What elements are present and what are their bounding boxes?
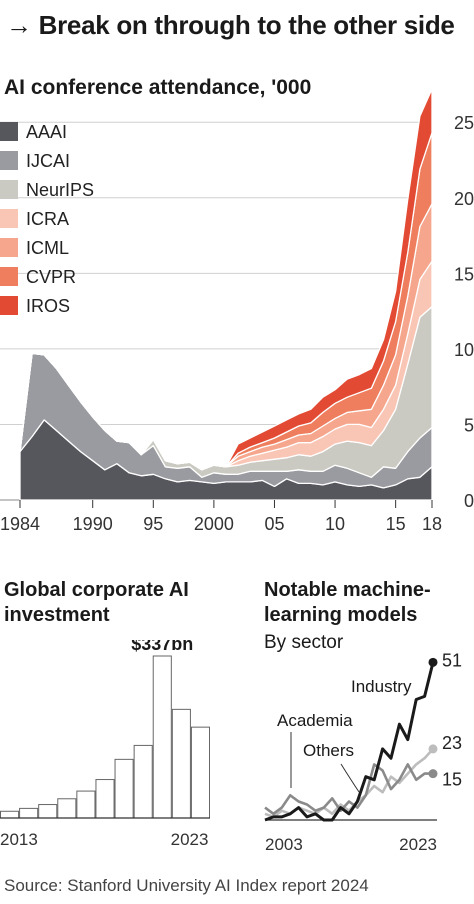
bar-2016 (57, 798, 77, 819)
series-label-others: Others (303, 741, 354, 760)
bar-2020 (133, 744, 153, 819)
legend-swatch-aaai (0, 122, 18, 141)
end-label-others: 23 (442, 733, 462, 753)
bar-2023 (190, 726, 210, 819)
series-label-academia: Academia (277, 711, 353, 730)
x-tick-label: 18 (422, 514, 442, 534)
bar-2017 (76, 790, 96, 819)
models-chart: 23 15 51 Industry Academia Others 2003 2023 (264, 650, 462, 854)
bar-2021 (152, 655, 172, 819)
y-tick-label: 20 (454, 189, 474, 209)
attendance-chart-title: AI conference attendance, '000 (4, 76, 312, 99)
bar-2019 (114, 758, 134, 819)
models-chart-subtitle: By sector (264, 632, 344, 653)
leader-line-others (340, 763, 360, 793)
legend-label-neurips: NeurIPS (26, 180, 94, 200)
x-tick-label: 2023 (171, 830, 209, 849)
end-point-others (428, 744, 438, 754)
x-tick-label: 10 (325, 514, 345, 534)
x-tick-label: 15 (386, 514, 406, 534)
headline: → Break on through to the other side (6, 10, 455, 40)
end-label-academia: 15 (442, 770, 462, 790)
bar-2018 (95, 779, 115, 819)
legend-swatch-iros (0, 296, 18, 315)
legend-swatch-ijcai (0, 151, 18, 170)
bar-2022 (171, 708, 191, 819)
y-tick-label: 10 (454, 340, 474, 360)
y-tick-label: 15 (454, 264, 474, 284)
line-series-industry (264, 662, 435, 822)
area-series-iros (19, 88, 433, 471)
legend-label-icml: ICML (26, 238, 69, 258)
end-point-industry (428, 657, 438, 667)
bar-2013 (0, 810, 20, 819)
bar-2015 (38, 804, 58, 819)
end-label-industry: 51 (442, 650, 462, 670)
y-tick-label: 5 (464, 415, 474, 435)
legend-swatch-icra (0, 209, 18, 228)
legend-swatch-cvpr (0, 267, 18, 286)
bar-2014 (19, 807, 39, 819)
x-tick-label: 2000 (194, 514, 234, 534)
investment-chart: $337bn 2013 2023 (0, 640, 210, 849)
x-tick-label: 1990 (73, 514, 113, 534)
x-tick-label: 1984 (0, 514, 40, 534)
legend-label-ijcai: IJCAI (26, 151, 70, 171)
line-series-academia (264, 763, 433, 816)
x-tick-label: 2003 (265, 835, 303, 854)
y-tick-label: 0 (464, 491, 474, 511)
x-tick-label: 2023 (399, 835, 437, 854)
y-tick-label: 25 (454, 113, 474, 133)
x-tick-label: 95 (143, 514, 163, 534)
legend-label-icra: ICRA (26, 209, 69, 229)
source-note: Source: Stanford University AI Index rep… (4, 876, 369, 895)
investment-chart-title: Global corporate AI investment (4, 579, 189, 626)
x-tick-label: 05 (264, 514, 284, 534)
series-label-industry: Industry (351, 677, 412, 696)
legend-label-aaai: AAAI (26, 122, 67, 142)
legend-label-cvpr: CVPR (26, 267, 76, 287)
bar-data-label: $337bn (131, 640, 193, 654)
end-point-academia (428, 769, 438, 779)
models-chart-title: Notable machine-learning models (264, 579, 431, 626)
legend-swatch-icml (0, 238, 18, 257)
x-tick-label: 2013 (0, 830, 38, 849)
legend-label-iros: IROS (26, 296, 70, 316)
legend-swatch-neurips (0, 180, 18, 199)
